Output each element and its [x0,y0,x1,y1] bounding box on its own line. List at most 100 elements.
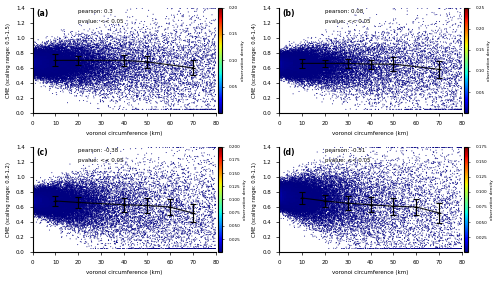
Point [36,67,44,71]
Point [347,185,355,189]
Point [290,67,298,71]
Point [278,64,286,69]
Point [66,198,74,202]
Point [32,54,40,58]
Point [288,60,296,64]
Point [294,195,302,199]
Point [288,69,296,73]
Point [32,197,40,201]
Point [315,201,323,205]
Point [34,200,42,204]
Point [36,204,44,209]
Point [51,71,59,76]
Point [297,68,305,73]
Point [71,60,79,65]
Point [294,56,302,60]
Point [36,202,44,206]
Point [389,180,397,185]
Point [104,208,112,213]
Point [276,191,283,195]
Point [290,186,298,190]
Point [314,203,322,208]
Point [93,216,101,220]
Point [280,197,287,201]
Point [438,76,446,80]
Point [28,198,36,203]
Point [43,207,51,211]
Point [292,198,300,202]
Point [275,194,283,198]
Point [50,58,58,63]
Point [280,186,287,191]
Point [74,53,82,57]
Point [51,73,59,78]
Point [169,192,177,197]
Point [348,56,356,61]
Point [36,195,44,200]
Point [351,216,359,220]
Point [59,60,67,65]
Point [279,68,287,73]
Point [275,66,283,71]
Point [355,56,363,60]
Point [279,67,287,72]
Point [293,199,301,203]
Point [34,209,42,213]
Point [278,68,286,72]
Point [154,220,162,224]
Point [278,192,286,197]
Point [42,58,50,63]
Point [120,216,128,220]
Point [286,181,294,186]
Point [314,52,322,56]
Point [56,199,64,204]
Point [315,66,323,71]
Point [41,211,49,216]
Point [319,203,327,207]
Point [38,56,46,61]
Point [364,61,372,65]
Point [287,58,295,63]
Point [275,204,283,208]
Point [280,185,288,189]
Point [286,202,294,207]
Point [32,202,40,207]
Point [280,60,288,64]
Point [306,60,314,64]
Point [390,234,398,239]
Point [281,187,289,192]
Point [295,194,303,198]
Point [332,66,340,71]
Point [38,199,46,204]
Point [34,195,42,200]
Point [278,58,286,62]
Point [30,62,38,66]
Point [290,63,298,67]
Point [29,62,37,67]
Point [324,62,332,66]
Point [74,200,82,205]
Point [300,195,308,200]
Point [428,32,436,36]
Point [54,86,62,90]
Point [294,198,302,203]
Point [70,205,78,209]
Point [283,194,291,199]
Point [90,193,98,198]
Point [277,194,285,198]
Point [276,69,283,73]
Point [66,51,74,55]
Point [307,68,315,72]
Point [66,51,74,56]
Point [406,87,414,92]
Point [451,246,459,251]
Point [292,65,300,70]
Point [30,58,38,63]
Point [392,199,400,204]
Point [38,62,46,67]
Point [322,62,330,66]
Point [293,182,301,187]
Point [81,85,89,90]
Point [428,71,436,76]
Point [40,202,48,206]
